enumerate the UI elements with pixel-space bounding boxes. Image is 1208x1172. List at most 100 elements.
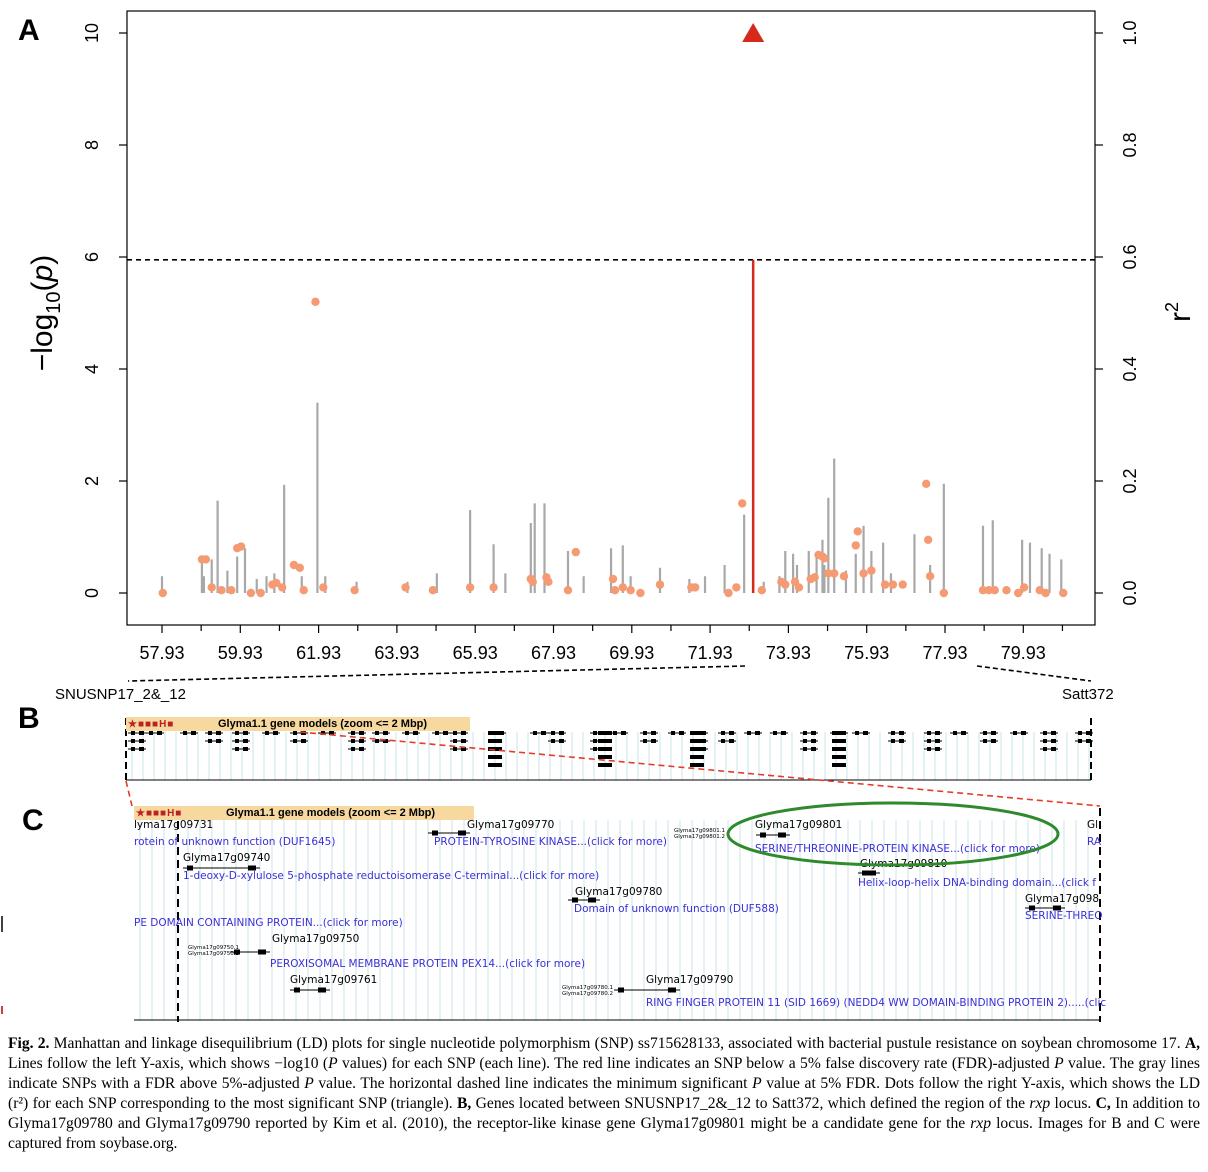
- gene-browser-graphics: lyma17g09731 rotein of unknown function (…: [1, 665, 1106, 1022]
- gene-description-link[interactable]: PEROXISOMAL MEMBRANE PROTEIN PEX14...(cl…: [270, 958, 585, 970]
- exon-b: [935, 747, 940, 751]
- exon-b: [383, 731, 388, 735]
- x-tick-label: 59.93: [218, 643, 263, 663]
- track-b: [125, 718, 1101, 807]
- exon-c: [588, 897, 596, 903]
- exon-stack-b: [690, 739, 704, 743]
- panel-label-a: A: [18, 14, 40, 47]
- exon-c: [248, 865, 256, 871]
- ld-dot: [898, 580, 907, 589]
- gene-description-link[interactable]: SERINE-THREO: [1025, 910, 1103, 922]
- exon-b: [321, 731, 325, 735]
- exon-b: [293, 731, 297, 735]
- ld-dot: [608, 574, 618, 584]
- exon-b: [551, 731, 555, 735]
- exon-c: [458, 830, 466, 836]
- x-tick-label: 79.93: [1001, 643, 1046, 663]
- exon-b: [721, 731, 725, 735]
- ld-dot: [465, 583, 475, 592]
- exon-b: [721, 739, 725, 743]
- gene-description-link[interactable]: RING FINGER PROTEIN 11 (SID 1669) (NEDD4…: [646, 997, 1106, 1009]
- x-tick-label: 71.93: [688, 643, 733, 663]
- exon-b: [899, 731, 904, 735]
- gene-id-label: Gl: [1087, 819, 1098, 831]
- exon-b: [1043, 739, 1047, 743]
- ld-dot: [277, 583, 287, 592]
- track-c-icons[interactable]: ★■■■H■: [136, 808, 183, 819]
- exon-b: [593, 731, 597, 735]
- ld-dot: [853, 527, 862, 536]
- y-left-tick-label: 0: [82, 588, 102, 598]
- ld-dot: [207, 583, 216, 592]
- ld-dot: [1059, 588, 1068, 598]
- gene-description-link[interactable]: Helix-loop-helix DNA-binding domain...(c…: [858, 877, 1096, 889]
- exon-b: [773, 731, 777, 735]
- gene-id-label: Glyma17g09790: [646, 974, 733, 986]
- candidate-gene-highlight: [726, 801, 1060, 867]
- gene-id-label: Glyma17g09740: [183, 852, 270, 864]
- exon-c: [258, 949, 266, 955]
- exon-b: [191, 731, 196, 735]
- exon-b: [803, 739, 807, 743]
- exon-b: [541, 731, 546, 735]
- exon-c: [187, 865, 193, 871]
- gene-description-link[interactable]: 1-deoxy-D-xylulose 5-phosphate reductois…: [183, 870, 599, 882]
- caption-a-italic-3: P: [304, 1075, 314, 1092]
- ld-dot: [794, 583, 804, 592]
- exon-b: [216, 731, 221, 735]
- exon-b: [435, 731, 439, 735]
- track-b-icons[interactable]: ★■■■H■: [128, 719, 175, 730]
- caption-a-text-5: value at 5% FDR. Dots follow the right Y…: [8, 1075, 1200, 1112]
- ld-dot: [246, 588, 256, 598]
- exon-stack-b: [832, 739, 846, 743]
- exon-b: [265, 731, 269, 735]
- ld-dot: [489, 583, 498, 592]
- caption-a-text-2: values) for each SNP (each line). The re…: [337, 1055, 1055, 1072]
- exon-b: [927, 747, 931, 751]
- gene-description-link[interactable]: PE DOMAIN CONTAINING PROTEIN...(click fo…: [134, 917, 403, 929]
- ld-dot: [1041, 588, 1050, 598]
- exon-b: [208, 731, 212, 735]
- exon-b: [131, 731, 135, 735]
- exon-b: [183, 731, 187, 735]
- ld-dot: [1014, 588, 1023, 598]
- exon-b: [243, 747, 248, 751]
- gene-description-link[interactable]: rotein of unknown function (DUF1645): [134, 836, 335, 848]
- gene-description-link[interactable]: Domain of unknown function (DUF588): [574, 903, 779, 915]
- exon-stack-b: [598, 755, 612, 759]
- ld-dot: [428, 586, 438, 595]
- exon-c: [778, 832, 786, 838]
- exon-stack-b: [598, 763, 612, 767]
- gene-description-link[interactable]: RA: [1087, 836, 1102, 848]
- ld-dot: [227, 586, 236, 595]
- ld-dot: [859, 569, 868, 578]
- exon-c: [862, 870, 868, 876]
- exon-stack-b: [488, 739, 502, 743]
- exon-b: [935, 731, 940, 735]
- exon-b: [1013, 731, 1017, 735]
- y-right-tick-label: 1.0: [1120, 20, 1140, 45]
- panel-label-b: B: [18, 702, 40, 735]
- lead-snp-triangle: [742, 23, 765, 42]
- caption-c-italic: rxp: [970, 1115, 992, 1132]
- gene-description-link[interactable]: PROTEIN-TYROSINE KINASE...(click for mor…: [434, 836, 667, 848]
- gene-id-label: Glyma17g098: [1025, 893, 1099, 905]
- gene-description-link[interactable]: SERINE/THREONINE-PROTEIN KINASE...(click…: [755, 843, 1040, 855]
- ld-dot: [923, 535, 933, 544]
- caption-a-text-4: value. The horizontal dashed line indica…: [313, 1075, 753, 1092]
- ld-dot: [217, 586, 226, 595]
- exon-stack-b: [690, 755, 704, 759]
- exon-stack-b: [832, 747, 846, 751]
- exon-c: [1053, 905, 1061, 911]
- y-left-tick-label: 4: [82, 364, 102, 374]
- ld-dot: [888, 580, 898, 589]
- y-right-tick-label: 0.6: [1120, 244, 1140, 269]
- ld-dot: [984, 586, 994, 595]
- exon-c: [668, 987, 676, 993]
- exon-b: [671, 731, 675, 735]
- exon-stack-b: [488, 747, 502, 751]
- ld-dot: [820, 554, 829, 563]
- exon-b: [613, 731, 617, 735]
- ld-dot: [350, 586, 359, 595]
- caption-a-text-1: Lines follow the left Y-axis, which show…: [8, 1055, 329, 1072]
